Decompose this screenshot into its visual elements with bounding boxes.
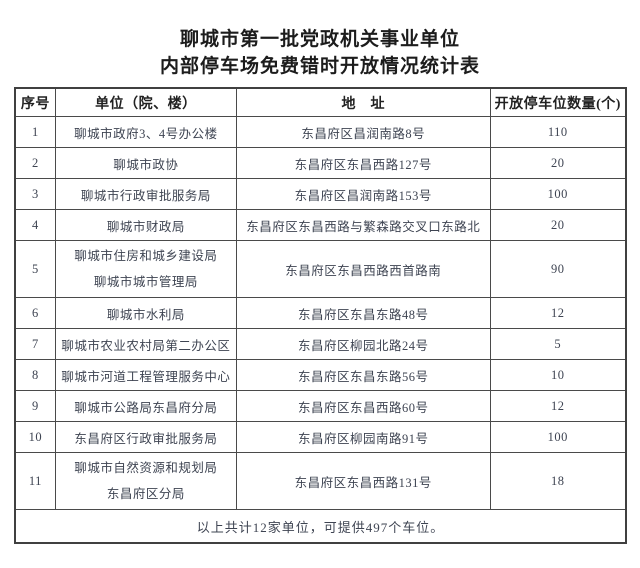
cell-count: 18 xyxy=(489,452,627,510)
cell-unit: 聊城市政协 xyxy=(54,147,237,179)
cell-unit: 聊城市水利局 xyxy=(54,297,237,329)
cell-no: 9 xyxy=(14,390,56,422)
table-header-row: 序号 单位（院、楼） 地 址 开放停车位数量(个) xyxy=(14,87,627,117)
cell-no: 2 xyxy=(14,147,56,179)
cell-count: 20 xyxy=(489,209,627,241)
cell-count: 10 xyxy=(489,359,627,391)
summary-cell: 以上共计12家单位，可提供497个车位。 xyxy=(14,509,627,544)
cell-count: 12 xyxy=(489,297,627,329)
cell-count: 110 xyxy=(489,116,627,148)
unit-line: 聊城市住房和城乡建设局 xyxy=(74,249,218,263)
table-row: 4 聊城市财政局 东昌府区东昌西路与繁森路交叉口东路北 20 xyxy=(14,209,627,241)
unit-line: 东昌府区分局 xyxy=(106,487,185,501)
parking-stats-table: 序号 单位（院、楼） 地 址 开放停车位数量(个) 1 聊城市政府3、4号办公楼… xyxy=(14,87,627,544)
title-line-1: 聊城市第一批党政机关事业单位 xyxy=(179,29,460,50)
cell-address: 东昌府区东昌西路127号 xyxy=(235,147,491,179)
cell-unit: 聊城市政府3、4号办公楼 xyxy=(54,116,237,148)
cell-address: 东昌府区昌润南路153号 xyxy=(235,178,491,210)
cell-no: 8 xyxy=(14,359,56,391)
cell-unit: 聊城市农业农村局第二办公区 xyxy=(54,328,237,360)
cell-address: 东昌府区东昌西路西首路南 xyxy=(235,240,491,298)
table-footer-row: 以上共计12家单位，可提供497个车位。 xyxy=(14,509,627,544)
document-title: 聊城市第一批党政机关事业单位 内部停车场免费错时开放情况统计表 xyxy=(0,0,640,80)
table-row: 5 聊城市住房和城乡建设局 聊城市城市管理局 东昌府区东昌西路西首路南 90 xyxy=(14,240,627,298)
cell-no: 11 xyxy=(14,452,56,510)
table-row: 11 聊城市自然资源和规划局 东昌府区分局 东昌府区东昌西路131号 18 xyxy=(14,452,627,510)
cell-address: 东昌府区东昌西路与繁森路交叉口东路北 xyxy=(235,209,491,241)
cell-unit: 聊城市行政审批服务局 xyxy=(54,178,237,210)
table-row: 7 聊城市农业农村局第二办公区 东昌府区柳园北路24号 5 xyxy=(14,328,627,360)
cell-count: 5 xyxy=(489,328,627,360)
cell-no: 5 xyxy=(14,240,56,298)
cell-address: 东昌府区东昌东路56号 xyxy=(235,359,491,391)
header-count: 开放停车位数量(个) xyxy=(489,87,627,117)
cell-no: 4 xyxy=(14,209,56,241)
table-row: 6 聊城市水利局 东昌府区东昌东路48号 12 xyxy=(14,297,627,329)
cell-count: 20 xyxy=(489,147,627,179)
header-unit: 单位（院、楼） xyxy=(54,87,237,117)
title-line-2: 内部停车场免费错时开放情况统计表 xyxy=(159,56,480,77)
cell-address: 东昌府区柳园北路24号 xyxy=(235,328,491,360)
table-row: 10 东昌府区行政审批服务局 东昌府区柳园南路91号 100 xyxy=(14,421,627,453)
cell-unit: 聊城市河道工程管理服务中心 xyxy=(54,359,237,391)
cell-address: 东昌府区昌润南路8号 xyxy=(235,116,491,148)
cell-count: 12 xyxy=(489,390,627,422)
cell-address: 东昌府区东昌西路60号 xyxy=(235,390,491,422)
table-row: 8 聊城市河道工程管理服务中心 东昌府区东昌东路56号 10 xyxy=(14,359,627,391)
cell-address: 东昌府区东昌西路131号 xyxy=(235,452,491,510)
cell-unit: 聊城市公路局东昌府分局 xyxy=(54,390,237,422)
cell-no: 3 xyxy=(14,178,56,210)
cell-no: 7 xyxy=(14,328,56,360)
cell-address: 东昌府区东昌东路48号 xyxy=(235,297,491,329)
cell-no: 6 xyxy=(14,297,56,329)
table-row: 3 聊城市行政审批服务局 东昌府区昌润南路153号 100 xyxy=(14,178,627,210)
table-row: 9 聊城市公路局东昌府分局 东昌府区东昌西路60号 12 xyxy=(14,390,627,422)
cell-count: 100 xyxy=(489,178,627,210)
cell-unit: 东昌府区行政审批服务局 xyxy=(54,421,237,453)
cell-no: 10 xyxy=(14,421,56,453)
cell-unit: 聊城市住房和城乡建设局 聊城市城市管理局 xyxy=(54,240,237,298)
cell-unit: 聊城市自然资源和规划局 东昌府区分局 xyxy=(54,452,237,510)
unit-line: 聊城市城市管理局 xyxy=(93,275,198,289)
cell-no: 1 xyxy=(14,116,56,148)
cell-address: 东昌府区柳园南路91号 xyxy=(235,421,491,453)
cell-unit: 聊城市财政局 xyxy=(54,209,237,241)
cell-count: 90 xyxy=(489,240,627,298)
unit-line: 聊城市自然资源和规划局 xyxy=(74,461,218,475)
table-row: 2 聊城市政协 东昌府区东昌西路127号 20 xyxy=(14,147,627,179)
header-address: 地 址 xyxy=(235,87,491,117)
cell-count: 100 xyxy=(489,421,627,453)
header-no: 序号 xyxy=(14,87,56,117)
table-row: 1 聊城市政府3、4号办公楼 东昌府区昌润南路8号 110 xyxy=(14,116,627,148)
